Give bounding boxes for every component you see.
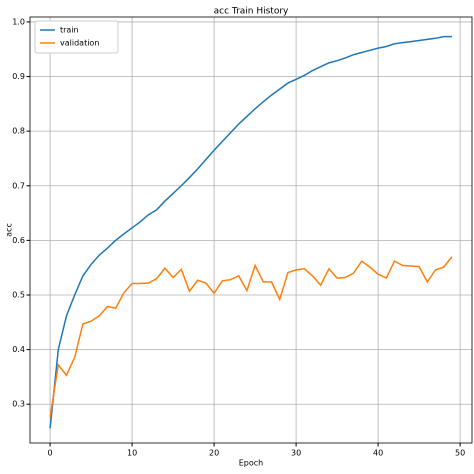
- x-tick-label: 40: [373, 449, 383, 458]
- y-tick-label: 0.3: [12, 400, 25, 409]
- y-tick-label: 0.7: [12, 181, 25, 190]
- x-tick-label: 20: [209, 449, 219, 458]
- y-tick-label: 1.0: [12, 17, 25, 26]
- plot-frame: [29, 16, 473, 444]
- chart-title: acc Train History: [214, 7, 289, 17]
- line: [49, 35, 452, 429]
- legend-label: train: [60, 26, 79, 35]
- y-tick-label: 0.5: [12, 290, 25, 299]
- line: [49, 256, 453, 418]
- x-tick-label: 30: [291, 449, 301, 458]
- legend-label: validation: [60, 39, 99, 48]
- x-tick-label: 10: [127, 449, 137, 458]
- y-axis-label: acc: [5, 223, 14, 237]
- x-tick-label: 0: [48, 449, 53, 458]
- y-tick-label: 0.8: [12, 127, 25, 136]
- x-axis-label: Epoch: [239, 459, 264, 468]
- y-tick-label: 0.4: [12, 345, 25, 354]
- y-tick-label: 0.9: [12, 72, 25, 81]
- x-tick-label: 50: [455, 449, 465, 458]
- legend-box: [34, 20, 119, 54]
- y-tick-label: 0.6: [12, 236, 25, 245]
